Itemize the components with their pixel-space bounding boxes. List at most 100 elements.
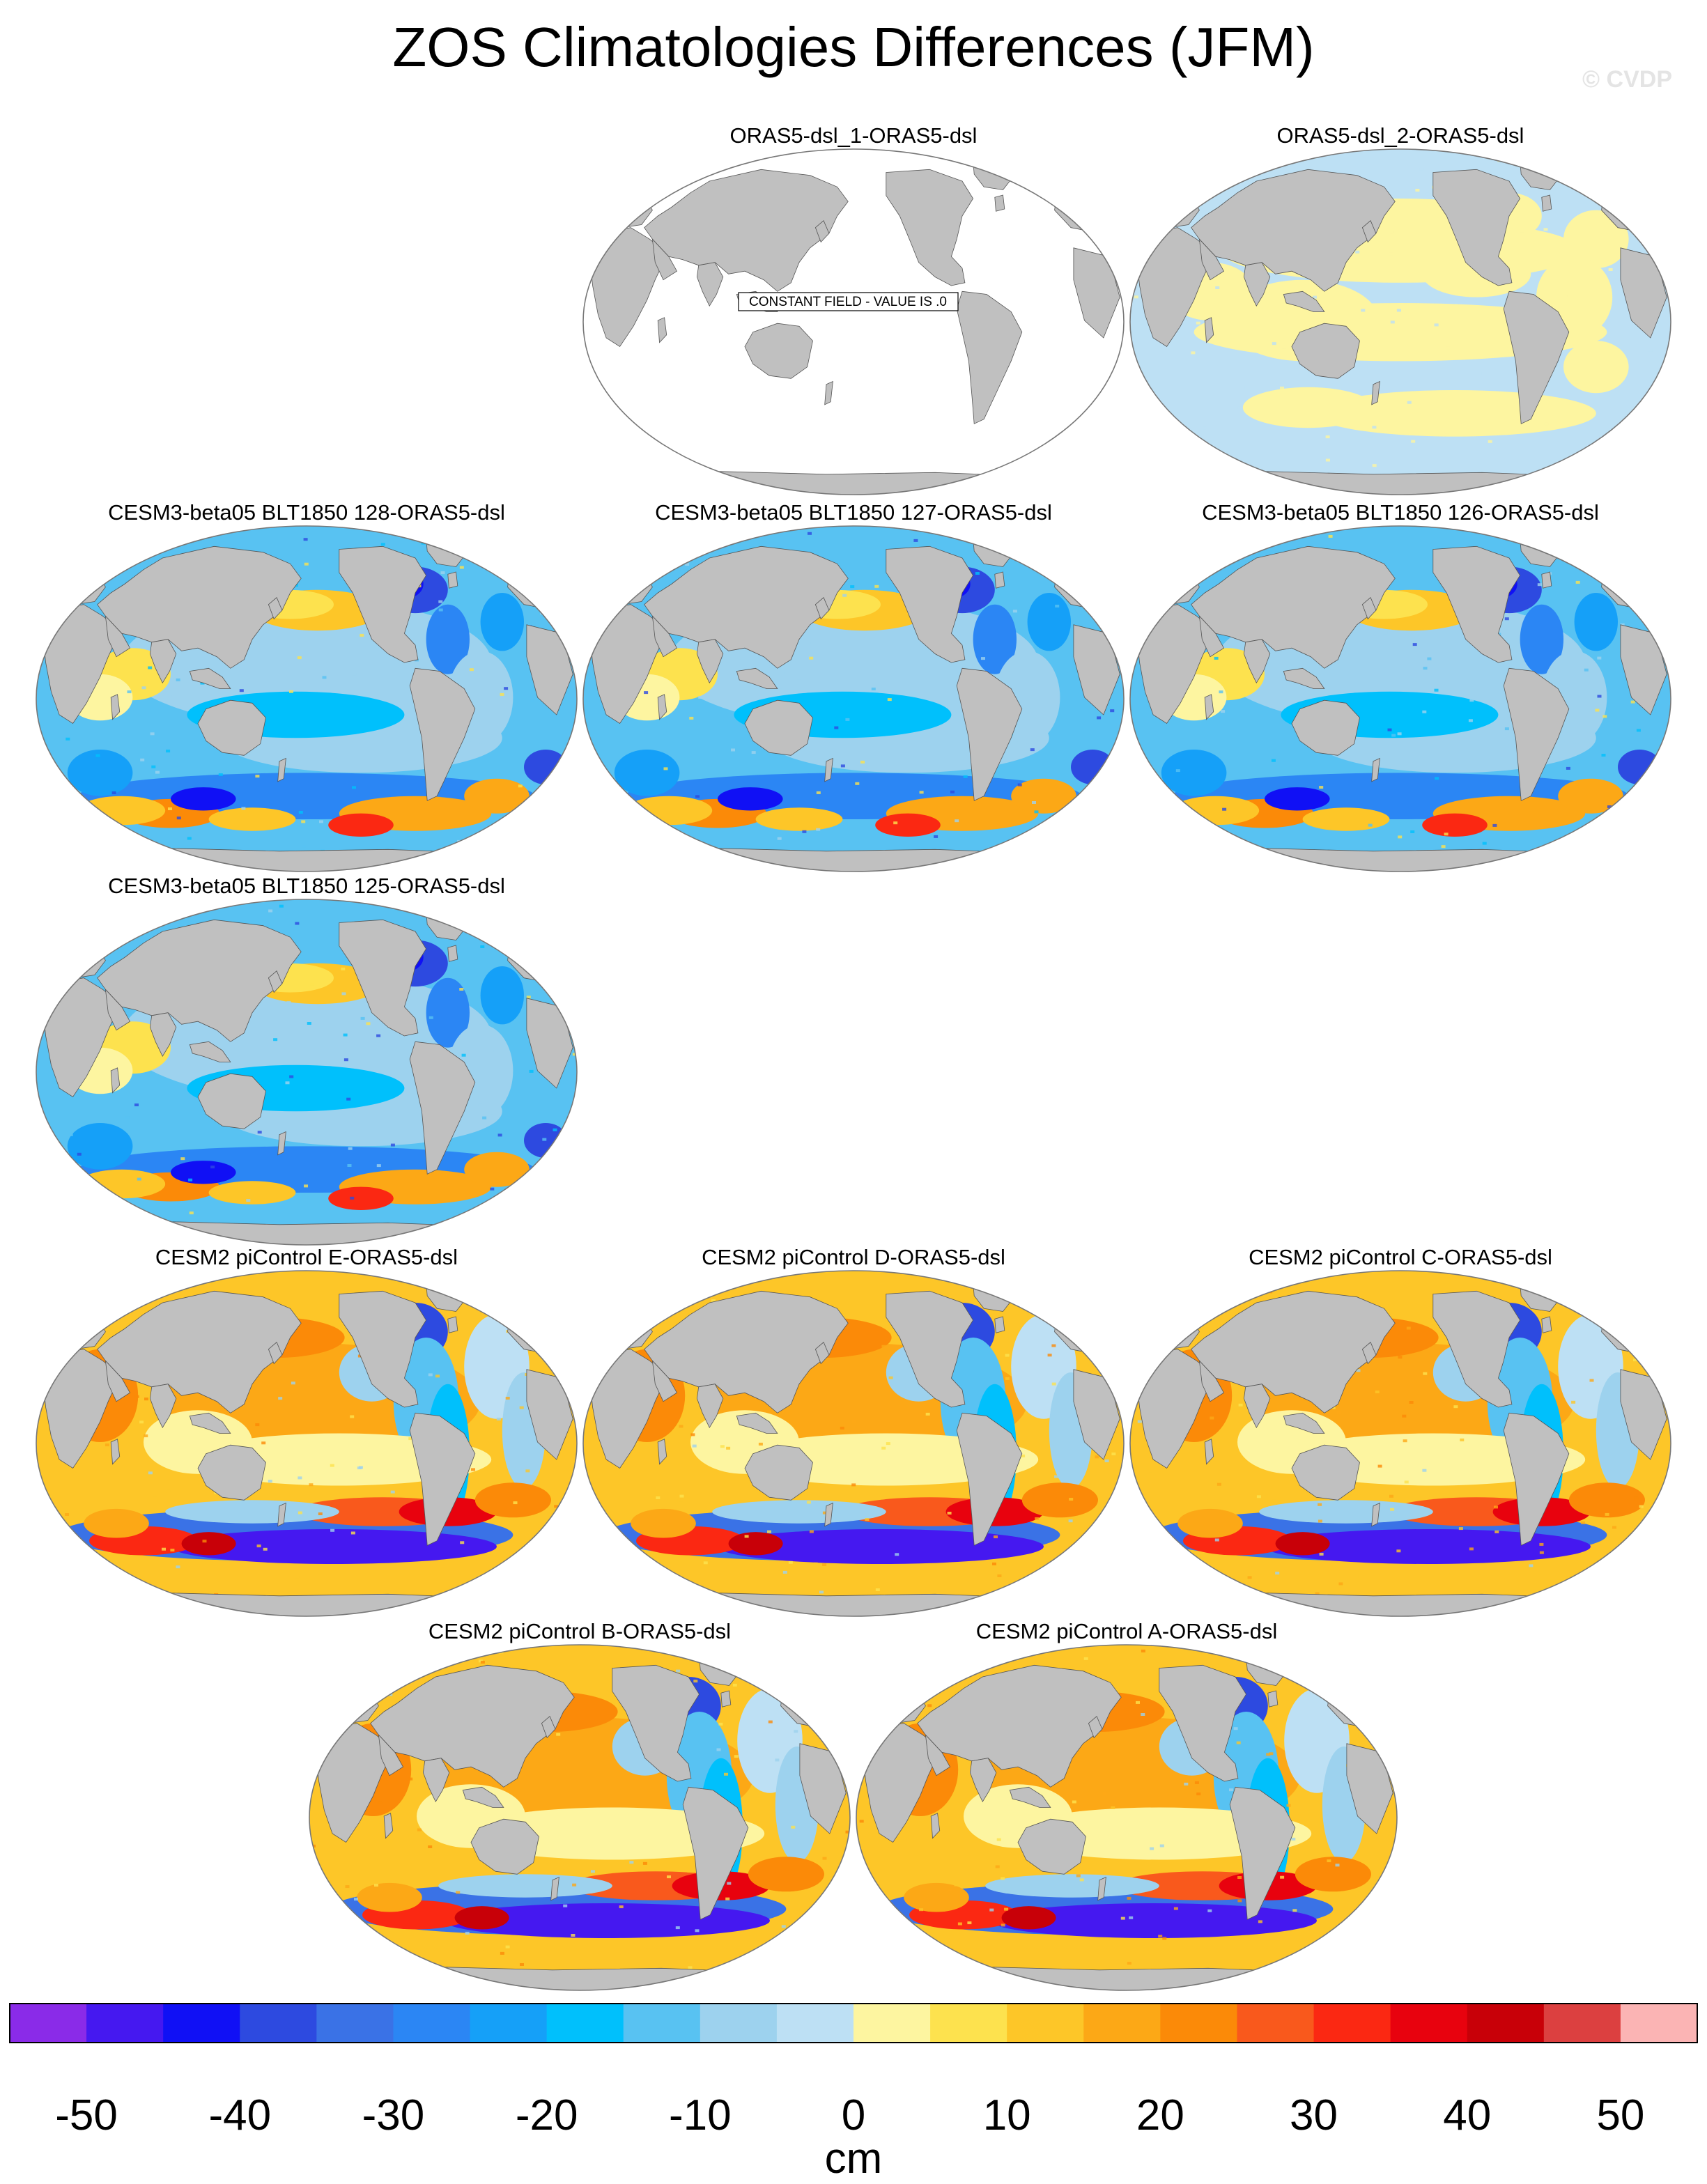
grid-cell [855, 782, 860, 785]
grid-cell [1543, 228, 1548, 231]
grid-cell [1590, 180, 1595, 183]
grid-cell [806, 1706, 811, 1710]
grid-cell [625, 811, 630, 814]
grid-cell [809, 1530, 814, 1533]
colorbar-swatch [86, 2004, 164, 2043]
grid-cell [1102, 1649, 1106, 1652]
grid-cell [332, 1055, 337, 1058]
grid-cell [811, 1940, 815, 1944]
grid-cell [679, 1494, 684, 1498]
grid-cell [343, 1058, 348, 1062]
grid-cell [1633, 1358, 1637, 1362]
grid-cell [931, 1973, 935, 1976]
grid-cell [822, 1511, 827, 1515]
grid-cell [68, 1133, 73, 1136]
colorbar-tick-label: -20 [515, 2091, 578, 2139]
grid-cell [206, 899, 210, 900]
grid-cell [1325, 435, 1330, 439]
grid-cell [750, 1967, 755, 1970]
land-antarctica [67, 848, 536, 872]
grid-cell [1318, 1519, 1322, 1523]
grid-cell [1601, 754, 1606, 757]
grid-cell [511, 1213, 516, 1216]
grid-cell [1055, 605, 1060, 607]
land-madagascar [110, 1067, 121, 1094]
colorbar-swatch [163, 2004, 240, 2043]
grid-cell [428, 1373, 433, 1377]
grid-cell [1372, 464, 1377, 467]
grid-cell [731, 748, 735, 752]
anomaly-region [1001, 1906, 1056, 1930]
anomaly-region [1177, 1508, 1243, 1538]
grid-cell [615, 812, 619, 816]
grid-cell [1355, 250, 1360, 254]
grid-cell [341, 1564, 346, 1567]
map-outline [1129, 525, 1671, 872]
grid-cell [995, 1865, 1000, 1868]
land-indonesia [736, 667, 778, 689]
grid-cell [1264, 1278, 1269, 1281]
grid-cell [845, 718, 850, 721]
grid-cell [913, 1936, 918, 1939]
land-asia [97, 919, 302, 1042]
anomaly-region [171, 1529, 497, 1564]
grid-cell [1104, 539, 1109, 543]
grid-cell [54, 1576, 59, 1579]
grid-cell [1221, 710, 1226, 713]
grid-cell [1214, 1538, 1219, 1542]
grid-cell [732, 1683, 737, 1687]
grid-cell [346, 1097, 351, 1101]
grid-cell [1130, 263, 1134, 267]
grid-cell [687, 1869, 692, 1873]
grid-cell [1172, 153, 1177, 156]
grid-cell [350, 1415, 355, 1418]
grid-cell [1621, 467, 1625, 471]
grid-cell [698, 696, 703, 699]
grid-cell [348, 1147, 353, 1150]
grid-cell [1575, 580, 1580, 584]
grid-cell [1567, 295, 1572, 297]
grid-cell [640, 840, 644, 844]
grid-cell [762, 1958, 766, 1962]
land-africa [1136, 1349, 1211, 1469]
grid-cell [1238, 1403, 1243, 1407]
land-europe [865, 1685, 926, 1724]
land-s-america [409, 1041, 476, 1175]
grid-cell [1210, 1416, 1214, 1420]
grid-cell [1639, 1505, 1644, 1508]
land-europe [592, 189, 653, 229]
colorbar-tick-label: 0 [841, 2091, 866, 2139]
grid-cell [530, 699, 535, 703]
land-madagascar [930, 1813, 941, 1839]
grid-cell [505, 1945, 510, 1949]
land-africa [43, 604, 117, 725]
grid-cell [1001, 1877, 1005, 1880]
grid-cell [992, 1562, 996, 1565]
grid-cell [518, 1571, 523, 1574]
grid-cell [1612, 566, 1616, 569]
land-n-america [339, 1290, 427, 1408]
grid-cell [727, 1882, 732, 1885]
grid-cell [1575, 1271, 1579, 1273]
map-panel-cesm3-128 [36, 525, 578, 872]
grid-cell [408, 1777, 413, 1781]
map-panel-cesm3-126 [1129, 525, 1671, 872]
anomaly-region [328, 813, 394, 837]
grid-cell [1196, 1792, 1201, 1796]
grid-cell [504, 687, 509, 690]
land-indonesia [189, 1412, 231, 1434]
grid-cell [528, 1230, 532, 1233]
land-india [1243, 639, 1271, 684]
grid-cell [927, 1704, 932, 1707]
grid-cell [1396, 1758, 1397, 1762]
land-n-america [1159, 1664, 1247, 1782]
grid-cell [370, 532, 374, 536]
grid-cell [289, 690, 293, 693]
land-asia [917, 1664, 1122, 1788]
grid-cell [1412, 643, 1417, 646]
grid-cell [1602, 1560, 1607, 1563]
grid-cell [981, 657, 985, 660]
grid-cell [1095, 856, 1099, 860]
land-asia [644, 169, 849, 292]
grid-cell [518, 784, 523, 788]
